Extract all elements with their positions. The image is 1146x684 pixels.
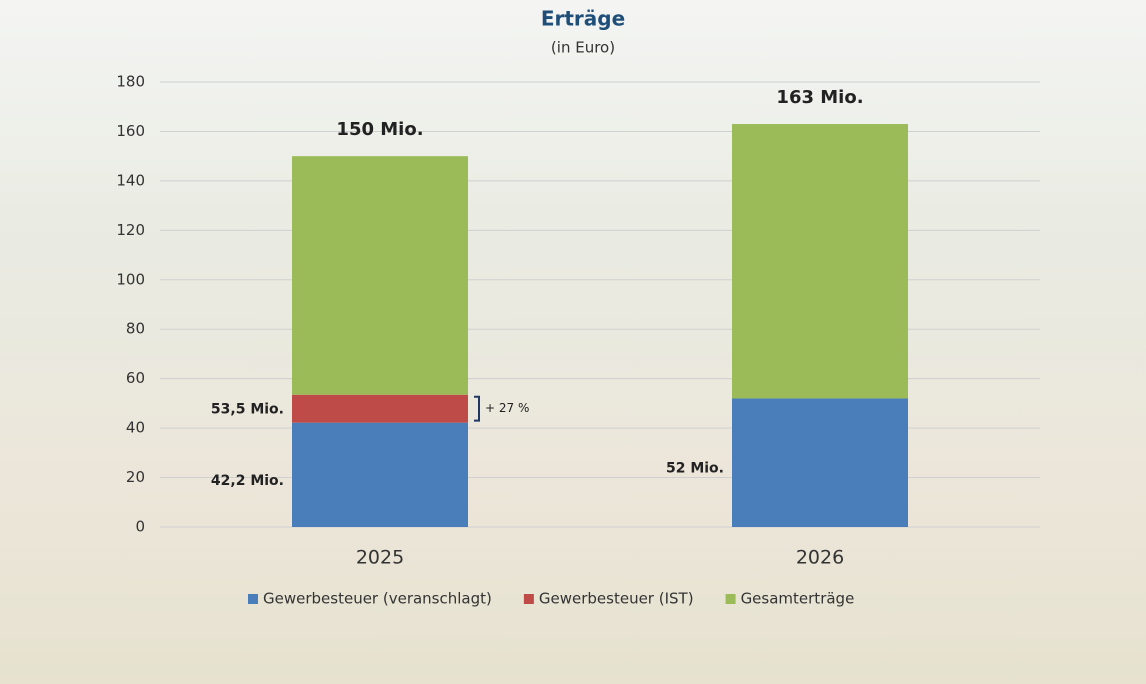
chart-title: Erträge (541, 7, 625, 31)
legend-label: Gesamterträge (741, 590, 855, 608)
y-tick-label: 100 (116, 270, 145, 288)
bar-segment (292, 156, 468, 395)
y-tick-label: 160 (116, 122, 145, 140)
legend-swatch (523, 594, 534, 604)
legend-label: Gewerbesteuer (veranschlagt) (263, 590, 492, 608)
y-tick-label: 20 (126, 468, 145, 486)
value-label: 42,2 Mio. (211, 473, 284, 489)
x-tick-label: 2025 (356, 547, 404, 569)
bar-segment (292, 422, 468, 527)
total-label: 150 Mio. (336, 119, 423, 140)
annotation-label: 53,5 Mio. (211, 402, 284, 418)
y-tick-label: 140 (116, 171, 145, 189)
value-label: 52 Mio. (666, 461, 724, 477)
bar-segment (732, 398, 908, 527)
legend-label: Gewerbesteuer (IST) (539, 590, 694, 608)
y-tick-label: 180 (116, 73, 145, 91)
annotation-label: + 27 % (485, 401, 529, 415)
chart-subtitle: (in Euro) (551, 39, 615, 57)
y-tick-label: 0 (135, 518, 145, 536)
y-tick-label: 120 (116, 221, 145, 239)
legend-swatch (725, 594, 736, 604)
y-tick-label: 40 (126, 419, 145, 437)
bar-segment (732, 124, 908, 399)
y-tick-label: 80 (126, 320, 145, 338)
bar-segment (292, 394, 468, 423)
bracket (474, 395, 480, 422)
total-label: 163 Mio. (776, 87, 863, 108)
x-tick-label: 2026 (796, 547, 844, 569)
y-tick-label: 60 (126, 369, 145, 387)
legend-swatch (248, 594, 258, 604)
